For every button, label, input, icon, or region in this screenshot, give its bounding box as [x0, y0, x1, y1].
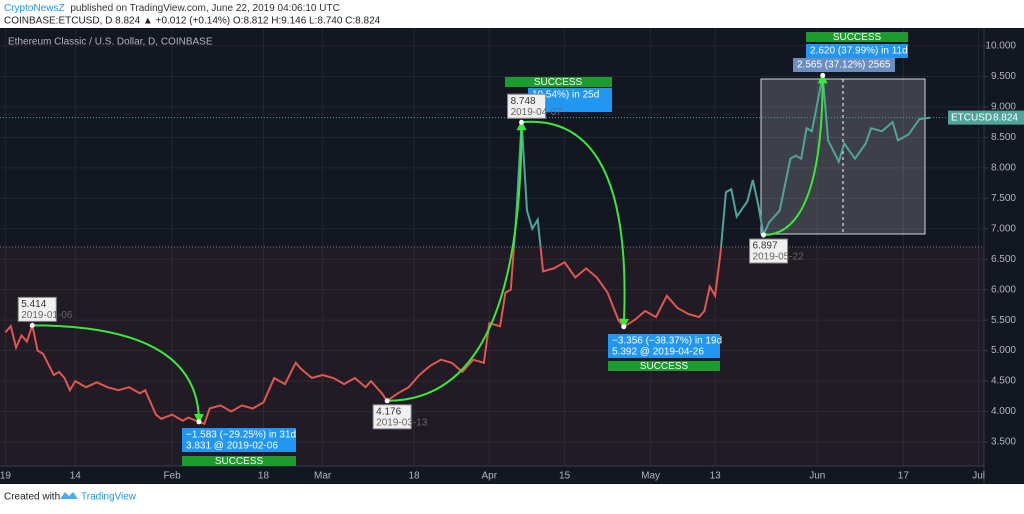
- published: published on TradingView.com, June 22, 2…: [70, 3, 339, 14]
- point-label-date: 2019-03-13: [376, 417, 428, 428]
- anchor-dot: [761, 232, 767, 238]
- anchor-dot: [519, 119, 525, 125]
- point-label-box: [507, 93, 547, 119]
- footer-created: Created with: [4, 492, 60, 503]
- projection-arc: [763, 73, 828, 237]
- x-tick-label: 15: [559, 471, 571, 482]
- annotation-text: 2.565 (37.12%) 2565: [797, 60, 891, 71]
- annotation-text: −3.356 (−38.37%) in 19d: [612, 336, 722, 347]
- plot-layer: [0, 75, 984, 425]
- x-tick-label: Jun: [809, 471, 825, 482]
- annotation-text: 5.392 @ 2019-04-26: [612, 347, 704, 358]
- point-label-box: [372, 404, 412, 430]
- publisher[interactable]: CryptoNewsZ: [4, 3, 65, 14]
- x-tick-label: Apr: [482, 471, 498, 482]
- x-tick-label: May: [641, 471, 660, 482]
- annotation-box: [182, 428, 296, 452]
- annotation-text: 3.831 @ 2019-02-06: [186, 441, 278, 452]
- anchor-dot: [621, 324, 627, 330]
- point-label-value: 5.414: [21, 299, 46, 310]
- annotation-box: [793, 58, 895, 72]
- overlay: 3.500 4.000 4.500 5.000 5.500 6.000 6.500 7.000…: [0, 32, 1024, 482]
- price-tag-value: 8.824: [993, 112, 1018, 123]
- y-tick-label: 9.000: [991, 102, 1016, 113]
- y-tick-label: 9.500: [991, 71, 1016, 82]
- annotation-text: −1.583 (−29.25%) in 31d: [186, 430, 296, 441]
- price-tag: [948, 110, 1024, 125]
- anchor-dot: [196, 419, 202, 425]
- point-label-date: 2019-05-22: [753, 252, 805, 263]
- y-tick-label: 5.500: [991, 315, 1016, 326]
- measure-box: [760, 78, 926, 235]
- x-tick-label: 14: [70, 471, 82, 482]
- y-tick-label: 7.500: [991, 193, 1016, 204]
- y-tick-label: 7.000: [991, 223, 1016, 234]
- annotation-text: 2.620 (37.99%) in 11d: [810, 46, 908, 57]
- y-tick-label: 3.500: [991, 437, 1016, 448]
- header-bar: [0, 0, 1024, 28]
- success-badge: [806, 32, 908, 42]
- point-label-value: 6.897: [753, 241, 778, 252]
- price-tag-name: ETCUSD: [951, 112, 992, 123]
- success-text: SUCCESS: [640, 361, 689, 372]
- annotation-box: [806, 44, 908, 58]
- y-tick-label: 6.000: [991, 284, 1016, 295]
- price-axis-bg: [984, 28, 1024, 484]
- y-tick-label: 4.500: [991, 376, 1016, 387]
- plot-bg: [0, 28, 984, 484]
- success-badge: [505, 77, 612, 87]
- success-text: SUCCESS: [534, 77, 583, 88]
- quote-line: COINBASE:ETCUSD, D 8.824 ▲ +0.012 (+0.14…: [4, 16, 381, 27]
- price-line-above: [512, 75, 931, 248]
- anchor-dot: [29, 322, 35, 328]
- y-tick-label: 6.500: [991, 254, 1016, 265]
- y-tick-label: 8.500: [991, 132, 1016, 143]
- point-label-value: 8.748: [511, 96, 536, 107]
- point-label-date: 2019-01-06: [21, 310, 73, 321]
- success-text: SUCCESS: [215, 456, 264, 467]
- footer-brand[interactable]: TradingView: [81, 492, 137, 503]
- y-tick-label: 5.000: [991, 345, 1016, 356]
- x-tick-label: Jul: [972, 471, 985, 482]
- success-badge: [182, 456, 296, 466]
- projection-arc: [387, 120, 527, 402]
- y-tick-label: 8.000: [991, 162, 1016, 173]
- x-tick-label: Feb: [163, 471, 181, 482]
- x-tick-label: Mar: [314, 471, 332, 482]
- anchor-dot: [384, 398, 390, 404]
- x-tick-label: 18: [258, 471, 270, 482]
- tv-logo: [60, 492, 78, 499]
- y-tick-label: 4.000: [991, 406, 1016, 417]
- point-label-box: [17, 296, 57, 322]
- anchor-dot: [820, 72, 826, 78]
- footer-bar: [0, 484, 1024, 509]
- point-label-value: 4.176: [376, 406, 401, 417]
- projection-arc: [521, 120, 630, 329]
- annotation-text: 10.54%) in 25d: [532, 90, 599, 101]
- annotation-box: [608, 334, 720, 358]
- success-badge: [608, 361, 720, 371]
- header-line: CryptoNewsZ published on TradingView.com…: [4, 3, 340, 14]
- point-label-box: [749, 238, 789, 264]
- price-line: [4, 247, 723, 425]
- baseline-fill: [0, 247, 984, 466]
- y-tick-label: 10.000: [985, 41, 1016, 52]
- x-tick-label: 18: [408, 471, 420, 482]
- success-text: SUCCESS: [833, 32, 882, 43]
- x-tick-label: 19: [0, 471, 11, 482]
- point-label-date: 2019-04-07: [511, 107, 563, 118]
- x-tick-label: 17: [898, 471, 910, 482]
- projection-arc: [32, 324, 204, 424]
- chart-title: Ethereum Classic / U.S. Dollar, D, COINB…: [8, 37, 213, 48]
- x-tick-label: 13: [710, 471, 722, 482]
